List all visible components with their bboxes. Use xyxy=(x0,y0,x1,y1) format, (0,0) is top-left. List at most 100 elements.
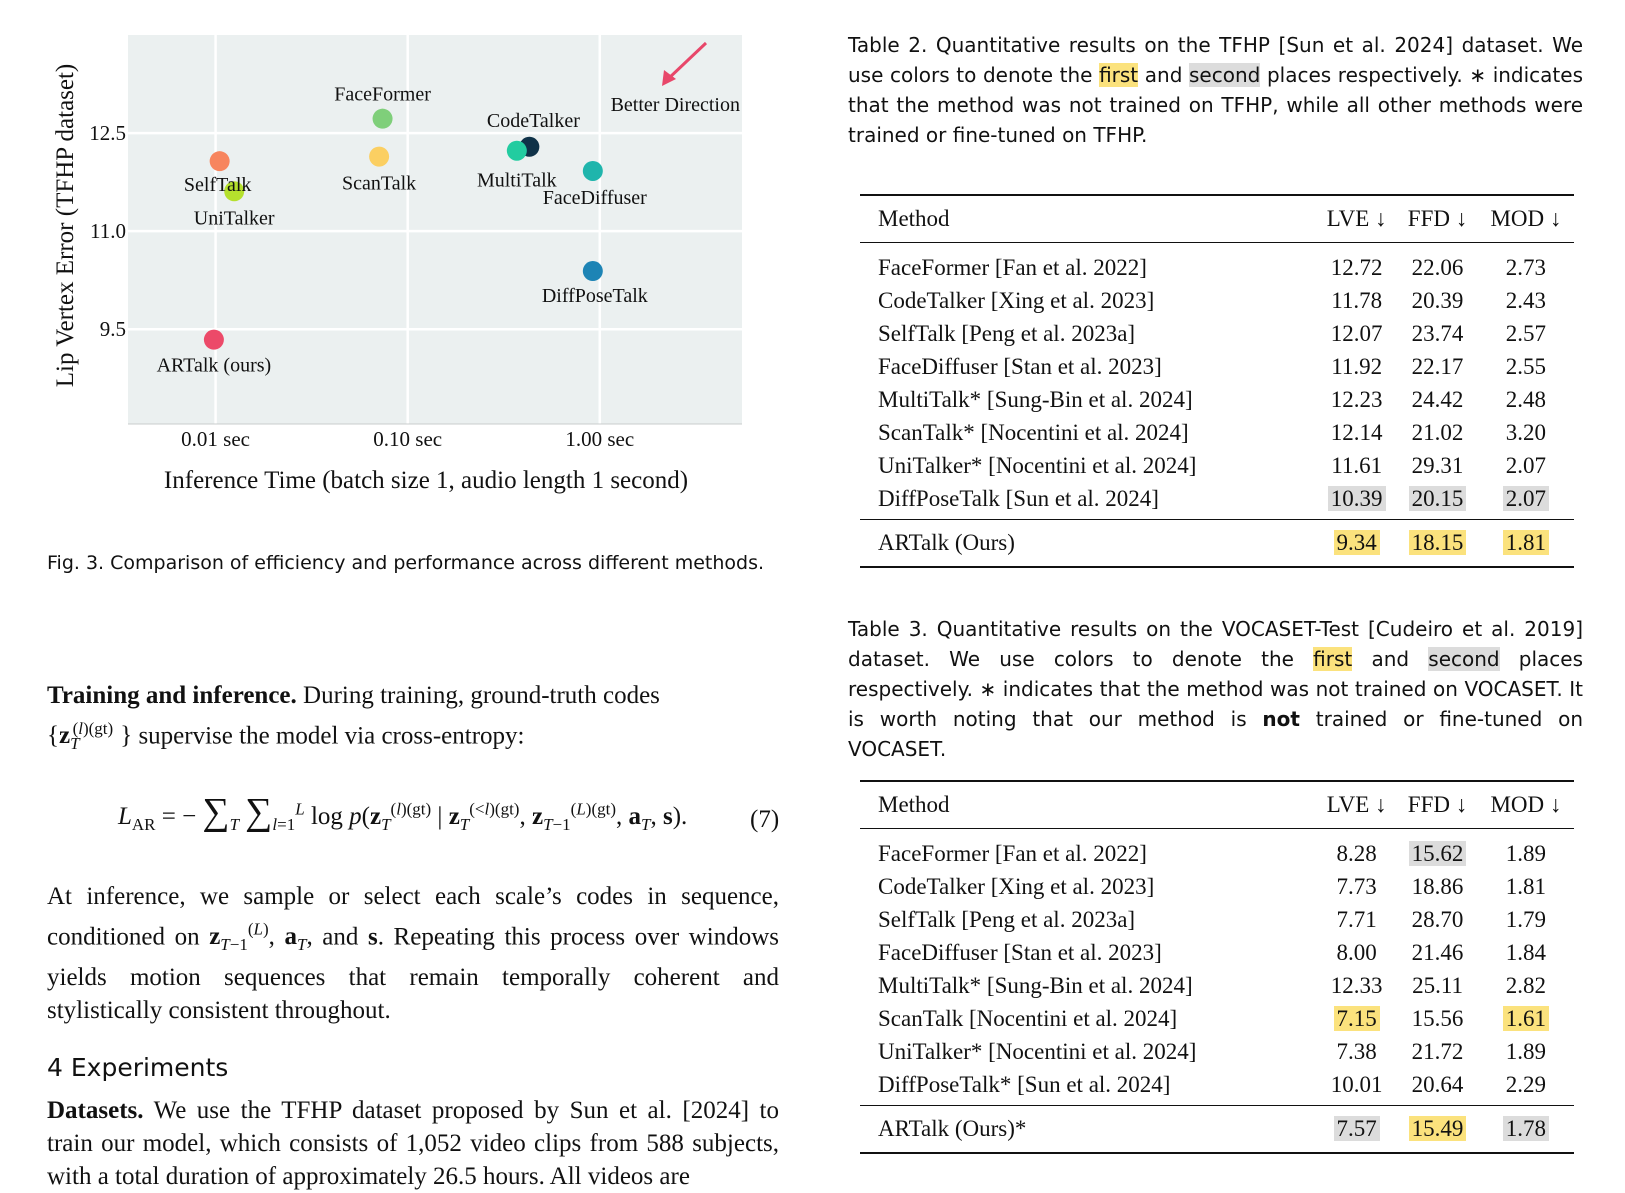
point-label: ScanTalk xyxy=(342,173,416,195)
caption-text: places respectively. ∗ indicates that th… xyxy=(848,647,1584,731)
inference-paragraph: At inference, we sample or select each s… xyxy=(47,880,779,1027)
value-cell: 18.15 xyxy=(1408,530,1467,555)
scatter-chart: 0.01 sec 0.10 sec 1.00 sec 9.5 11.0 12.5 Infer… xyxy=(52,35,742,494)
paragraph-heading: Datasets. xyxy=(47,1097,144,1124)
value-cell: 7.15 xyxy=(1333,1005,1380,1031)
table-row: ScanTalk [Nocentini et al. 2024] 7.15 15.5… xyxy=(860,1002,1574,1035)
value-cell: 2.55 xyxy=(1505,353,1547,379)
section-heading: 4 Experiments xyxy=(47,1053,229,1082)
y-axis-label: Lip Vertex Error (TFHP dataset) xyxy=(52,64,79,388)
table-row-ours: ARTalk (Ours)* 7.57 15.49 1.78 xyxy=(860,1105,1574,1153)
y-tick-label: 12.5 xyxy=(89,121,126,145)
value-cell: 20.64 xyxy=(1411,1071,1464,1097)
value-cell: 8.00 xyxy=(1336,939,1377,965)
value-cell: 2.82 xyxy=(1505,972,1547,998)
col-header: Method xyxy=(878,792,950,817)
value-cell: 7.38 xyxy=(1336,1038,1377,1064)
data-point xyxy=(506,140,527,161)
value-cell: 11.78 xyxy=(1331,287,1383,313)
value-cell: 2.07 xyxy=(1505,452,1547,478)
table-ours-row: ARTalk (Ours)* 7.57 15.49 1.78 xyxy=(860,1105,1574,1153)
table-row: DiffPoseTalk [Sun et al. 2024] 10.39 20.15… xyxy=(860,482,1574,520)
method-cell: ScanTalk* [Nocentini et al. 2024] xyxy=(878,419,1189,445)
method-cell: ScanTalk [Nocentini et al. 2024] xyxy=(878,1005,1178,1031)
method-cell: DiffPoseTalk [Sun et al. 2024] xyxy=(878,485,1159,511)
point-label: ARTalk (ours) xyxy=(157,355,272,377)
paragraph-text: At inference, we sample or select each s… xyxy=(47,883,779,951)
caption-text: and xyxy=(1144,63,1183,87)
value-cell: 21.02 xyxy=(1411,419,1464,445)
paragraph-text: Repeating this process over windows yiel… xyxy=(47,923,780,1025)
table-2: Method LVE ↓ FFD ↓ MOD ↓ FaceFormer [Fan… xyxy=(860,194,1574,568)
value-cell: 20.15 xyxy=(1408,485,1467,511)
col-header: LVE ↓ xyxy=(1326,792,1387,817)
table-row: MultiTalk* [Sung-Bin et al. 2024] 12.23 24… xyxy=(860,383,1574,416)
value-cell: 15.62 xyxy=(1408,840,1467,866)
caption-text: and xyxy=(1371,647,1410,671)
value-cell: 2.43 xyxy=(1505,287,1547,313)
value-cell: 1.78 xyxy=(1502,1116,1550,1141)
table3-caption: Table 3. Quantitative results on the VOC… xyxy=(848,614,1583,764)
data-point xyxy=(224,181,245,202)
table-row: FaceFormer [Fan et al. 2022] 8.28 15.62 1.8… xyxy=(860,829,1574,871)
math-inline: s. xyxy=(367,923,384,951)
first-highlight: first xyxy=(1313,647,1353,671)
table-row: FaceDiffuser [Stan et al. 2023] 11.92 22.1… xyxy=(860,350,1574,383)
value-cell: 12.33 xyxy=(1330,972,1383,998)
method-cell: SelfTalk [Peng et al. 2023a] xyxy=(878,906,1136,932)
data-point xyxy=(582,261,603,282)
value-cell: 1.89 xyxy=(1505,840,1547,866)
table-row: ScanTalk* [Nocentini et al. 2024] 12.14 21… xyxy=(860,416,1574,449)
value-cell: 15.56 xyxy=(1411,1005,1464,1031)
value-cell: 15.49 xyxy=(1408,1116,1467,1141)
method-cell: MultiTalk* [Sung-Bin et al. 2024] xyxy=(878,386,1193,412)
data-point xyxy=(582,160,603,181)
training-paragraph: Training and inference. During training,… xyxy=(47,679,779,760)
col-header: MOD ↓ xyxy=(1490,792,1562,817)
value-cell: 1.81 xyxy=(1502,530,1550,555)
value-cell: 1.84 xyxy=(1505,939,1547,965)
point-label: UniTalker xyxy=(194,207,275,229)
table-row: DiffPoseTalk* [Sun et al. 2024] 10.01 20.6… xyxy=(860,1068,1574,1106)
method-cell: CodeTalker [Xing et al. 2023] xyxy=(878,873,1155,899)
method-cell: UniTalker* [Nocentini et al. 2024] xyxy=(878,452,1197,478)
method-cell: CodeTalker [Xing et al. 2023] xyxy=(878,287,1155,313)
equation-7: LAR = − ∑T ∑l=1L log p(zT(l)(gt) | zT(<l… xyxy=(118,791,688,834)
table-row: FaceFormer [Fan et al. 2022] 12.72 22.06 2.… xyxy=(860,243,1574,285)
col-header: MOD ↓ xyxy=(1490,206,1562,231)
x-axis-label: Inference Time (batch size 1, audio leng… xyxy=(164,467,688,494)
value-cell: 29.31 xyxy=(1411,452,1464,478)
value-cell: 22.17 xyxy=(1411,353,1464,379)
point-label: SelfTalk xyxy=(184,174,251,196)
second-highlight: second xyxy=(1189,63,1261,87)
value-cell: 21.46 xyxy=(1411,939,1464,965)
value-cell: 1.89 xyxy=(1505,1038,1547,1064)
method-cell: FaceDiffuser [Stan et al. 2023] xyxy=(878,353,1162,379)
y-tick-label: 11.0 xyxy=(90,219,126,243)
value-cell: 10.39 xyxy=(1327,485,1386,511)
value-cell: 24.42 xyxy=(1411,386,1464,412)
plot-background xyxy=(128,35,742,424)
y-tick-label: 9.5 xyxy=(100,317,126,341)
value-cell: 28.70 xyxy=(1411,906,1464,932)
table-row: SelfTalk [Peng et al. 2023a] 7.71 28.70 1.7… xyxy=(860,903,1574,936)
method-cell: UniTalker* [Nocentini et al. 2024] xyxy=(878,1038,1197,1064)
caption-text: places respectively. ∗ indicates that th… xyxy=(848,63,1583,147)
first-highlight: first xyxy=(1099,63,1139,87)
table-row: SelfTalk [Peng et al. 2023a] 12.07 23.74 2.… xyxy=(860,317,1574,350)
point-label: CodeTalker xyxy=(487,110,580,132)
value-cell: 7.71 xyxy=(1336,906,1377,932)
equation-number: (7) xyxy=(750,806,780,833)
data-point xyxy=(369,146,390,167)
table2-caption: Table 2. Quantitative results on the TFH… xyxy=(848,30,1583,150)
data-point xyxy=(209,151,230,172)
x-tick-label: 1.00 sec xyxy=(565,427,634,451)
table-3: Method LVE ↓ FFD ↓ MOD ↓ FaceFormer [Fan… xyxy=(860,780,1574,1154)
method-cell: ARTalk (Ours)* xyxy=(878,1116,1027,1141)
value-cell: 1.79 xyxy=(1505,906,1547,932)
value-cell: 20.39 xyxy=(1411,287,1464,313)
value-cell: 2.73 xyxy=(1505,254,1547,280)
col-header: FFD ↓ xyxy=(1407,792,1468,817)
value-cell: 21.72 xyxy=(1411,1038,1464,1064)
caption-text: Table 2. Quantitative results on the TFH… xyxy=(848,33,1583,87)
